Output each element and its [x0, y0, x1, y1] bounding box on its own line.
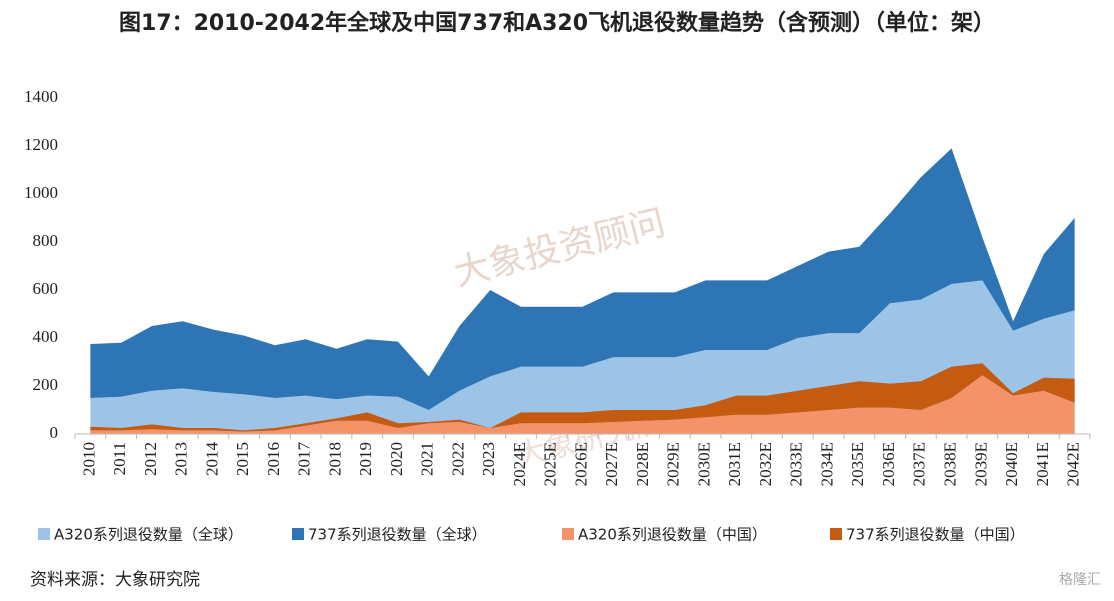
- x-tick-label: 2033E: [787, 442, 806, 486]
- legend-label: A320系列退役数量（全球）: [54, 526, 243, 544]
- legend-label: A320系列退役数量（中国）: [578, 526, 767, 544]
- y-tick-label: 600: [33, 279, 59, 298]
- x-tick-label: 2015: [233, 442, 252, 476]
- legend-swatch: [830, 528, 842, 540]
- x-tick-label: 2036E: [879, 442, 898, 486]
- x-tick-label: 2030E: [694, 442, 713, 486]
- x-tick-label: 2027E: [602, 442, 621, 486]
- legend-label: 737系列退役数量（全球）: [308, 526, 487, 544]
- x-tick-label: 2026E: [571, 442, 590, 486]
- x-tick-label: 2041E: [1033, 442, 1052, 486]
- y-tick-label: 800: [33, 231, 59, 250]
- y-tick-label: 1200: [24, 135, 58, 154]
- x-tick-label: 2029E: [664, 442, 683, 486]
- x-tick-label: 2024E: [510, 442, 529, 486]
- chart-title: 图17：2010-2042年全球及中国737和A320飞机退役数量趋势（含预测）…: [119, 10, 995, 36]
- area: [90, 363, 1075, 432]
- y-tick-label: 200: [33, 375, 59, 394]
- x-tick-label: 2042E: [1064, 442, 1083, 486]
- watermark: 格隆汇: [1059, 572, 1101, 588]
- x-tick-label: 2038E: [940, 442, 959, 486]
- x-tick-label: 2019: [356, 442, 375, 476]
- y-tick-label: 400: [33, 327, 59, 346]
- x-tick-label: 2032E: [756, 442, 775, 486]
- x-tick-label: 2022: [448, 442, 467, 476]
- y-tick-label: 1000: [24, 183, 58, 202]
- x-tick-label: 2010: [79, 442, 98, 476]
- legend-swatch: [562, 528, 574, 540]
- x-tick-label: 2035E: [848, 442, 867, 486]
- x-tick-label: 2031E: [725, 442, 744, 486]
- x-tick-label: 2016: [264, 442, 283, 476]
- source: 资料来源：大象研究院: [30, 570, 200, 590]
- x-tick-label: 2025E: [541, 442, 560, 486]
- x-tick-label: 2012: [141, 442, 160, 476]
- legend-swatch: [38, 528, 50, 540]
- x-tick-label: 2040E: [1002, 442, 1021, 486]
- area: [90, 375, 1075, 434]
- x-tick-label: 2014: [202, 442, 221, 477]
- x-tick-label: 2017: [295, 442, 314, 477]
- watermark: 大象投资顾问: [450, 203, 670, 295]
- legend-swatch: [292, 528, 304, 540]
- x-tick-label: 2028E: [633, 442, 652, 486]
- x-tick-label: 2013: [172, 442, 191, 476]
- x-tick-label: 2039E: [971, 442, 990, 486]
- x-tick-label: 2034E: [817, 442, 836, 486]
- area: [90, 148, 1075, 410]
- x-tick-label: 2021: [418, 442, 437, 476]
- x-tick-label: 2037E: [910, 442, 929, 486]
- y-tick-label: 0: [50, 423, 59, 442]
- x-tick-label: 2011: [110, 442, 129, 475]
- x-tick-label: 2023: [479, 442, 498, 476]
- legend-label: 737系列退役数量（中国）: [846, 526, 1025, 544]
- x-tick-label: 2018: [325, 442, 344, 476]
- y-tick-label: 1400: [24, 87, 58, 106]
- x-tick-label: 2020: [387, 442, 406, 476]
